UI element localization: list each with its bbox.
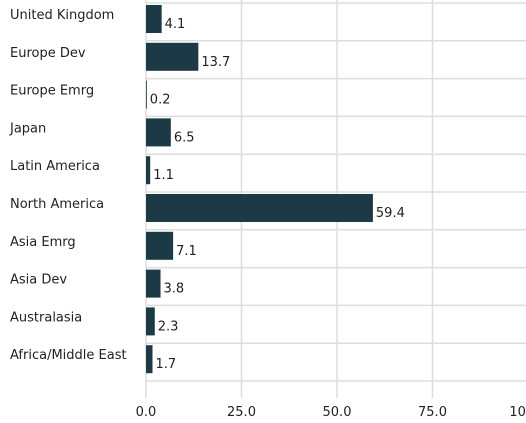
category-label-4: Latin America (10, 159, 100, 174)
category-label-7: Asia Dev (10, 273, 67, 288)
category-label-0: United Kingdom (10, 8, 114, 23)
bar-9 (146, 345, 153, 374)
bar-1 (146, 42, 199, 71)
x-axis-tick-labels: 0.0 25.0 50.0 75.0 100.0 (136, 405, 526, 420)
value-label-1: 13.7 (201, 55, 230, 70)
value-label-7: 3.8 (164, 282, 185, 297)
bar-2 (146, 80, 147, 109)
value-labels: 4.1 13.7 0.2 6.5 1.1 59.4 7.1 3.8 2.3 1.7 (150, 17, 405, 372)
category-label-9: Africa/Middle East (10, 348, 127, 363)
bar-8 (146, 307, 155, 336)
bar-7 (146, 269, 161, 298)
value-label-0: 4.1 (165, 17, 186, 32)
value-label-8: 2.3 (158, 319, 179, 334)
value-label-6: 7.1 (176, 244, 197, 259)
grid-lines (145, 0, 526, 398)
category-labels: United Kingdom Europe Dev Europe Emrg Japan… (9, 8, 127, 363)
value-label-4: 1.1 (153, 168, 174, 183)
category-label-1: Europe Dev (10, 46, 86, 61)
value-label-9: 1.7 (155, 357, 176, 372)
category-label-3: Japan (9, 121, 46, 136)
x-tick-label-2: 50.0 (323, 405, 352, 420)
category-label-6: Asia Emrg (10, 235, 76, 250)
value-label-3: 6.5 (174, 130, 195, 145)
category-label-8: Australasia (10, 310, 82, 325)
bar-6 (146, 231, 174, 260)
bar-0 (146, 5, 162, 33)
bar-5 (146, 194, 373, 222)
bar-3 (146, 118, 171, 147)
x-tick-label-4: 100.0 (509, 405, 526, 420)
value-label-2: 0.2 (150, 93, 171, 108)
x-tick-label-1: 25.0 (227, 405, 256, 420)
value-label-5: 59.4 (376, 206, 405, 221)
bars (146, 5, 373, 374)
bar-4 (146, 156, 151, 185)
category-label-5: North America (10, 197, 104, 212)
x-tick-label-3: 75.0 (418, 405, 447, 420)
category-label-2: Europe Emrg (10, 84, 94, 99)
x-tick-label-0: 0.0 (136, 405, 157, 420)
